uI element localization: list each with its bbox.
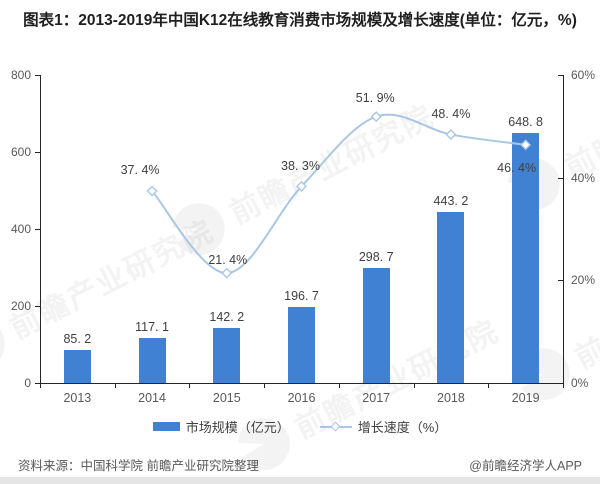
y-axis-tick <box>35 383 40 384</box>
y2-axis-tick-label: 60% <box>571 68 596 82</box>
y2-axis-tick-label: 0% <box>571 376 589 390</box>
y2-axis-tick <box>558 383 563 384</box>
footer: 资料来源：中国科学院 前瞻产业研究院整理 @前瞻经济学人APP <box>0 455 600 474</box>
x-axis-label: 2013 <box>63 391 92 405</box>
x-axis-tick <box>189 384 191 388</box>
bar-value-label: 298. 7 <box>358 250 394 264</box>
bar-value-label: 196. 7 <box>284 289 319 304</box>
bar-2014 <box>138 337 166 383</box>
x-axis-label: 2016 <box>287 391 316 405</box>
y-axis-tick <box>35 306 40 307</box>
line-value-label: 48. 4% <box>431 106 471 121</box>
y-axis-left <box>40 75 41 384</box>
x-axis-label: 2017 <box>362 391 391 405</box>
bar-value-label: 85. 2 <box>63 332 92 347</box>
bar-value-label: 648. 8 <box>508 115 544 130</box>
y-axis-tick-label: 800 <box>10 68 31 82</box>
line-value-label: 21. 4% <box>208 253 248 268</box>
legend-item-market-size: 市场规模（亿元） <box>152 417 290 436</box>
bar-2017 <box>362 268 390 383</box>
bar-value-label: 443. 2 <box>433 194 469 209</box>
bar-value-label: 117. 1 <box>135 319 169 334</box>
growth-line <box>151 113 526 275</box>
y-axis-tick <box>35 229 40 230</box>
credit-text: @前瞻经济学人APP <box>469 459 582 473</box>
line-value-label: 37. 4% <box>120 163 160 177</box>
legend-label: 增长速度（%） <box>357 420 448 435</box>
line-point-marker <box>221 267 233 279</box>
bar-value-label: 142. 2 <box>209 310 245 325</box>
y2-axis-tick <box>558 280 563 282</box>
legend-label: 市场规模（亿元） <box>185 420 290 435</box>
x-axis-tick <box>264 384 266 388</box>
x-axis-tick <box>563 384 564 388</box>
x-axis-label: 2014 <box>138 391 166 405</box>
bar-2019 <box>512 133 540 383</box>
bar-2013 <box>63 350 91 383</box>
x-axis-tick <box>40 384 41 388</box>
line-point-marker <box>445 129 457 141</box>
x-axis-label: 2018 <box>437 391 465 405</box>
line-point-marker <box>520 139 532 151</box>
y-axis-tick <box>35 75 40 76</box>
bar-2018 <box>437 212 465 383</box>
line-point-marker <box>296 180 307 192</box>
x-axis <box>40 383 564 384</box>
y2-axis-tick-label: 20% <box>571 273 596 288</box>
bar-2015 <box>213 328 241 383</box>
y2-axis-tick <box>558 75 563 76</box>
y-axis-tick-label: 600 <box>10 145 31 159</box>
bar-2016 <box>288 307 315 383</box>
y-axis-right <box>563 75 564 384</box>
diamond-marker-icon <box>330 421 341 431</box>
y2-axis-tick-label: 40% <box>571 170 596 185</box>
line-point-marker <box>146 185 158 197</box>
source-text: 资料来源：中国科学院 前瞻产业研究院整理 <box>18 459 259 473</box>
y-axis-tick-label: 400 <box>10 222 31 236</box>
y-axis-tick <box>35 152 40 153</box>
bottom-divider <box>0 477 600 484</box>
legend: 市场规模（亿元） 增长速度（%） <box>0 417 600 436</box>
bar-series-swatch <box>152 422 180 431</box>
x-axis-tick <box>413 384 415 388</box>
line-value-label: 38. 3% <box>281 159 320 174</box>
line-value-label: 46. 4% <box>497 160 537 175</box>
x-axis-tick <box>114 384 116 388</box>
x-axis-tick <box>338 384 340 388</box>
line-series-swatch <box>319 421 352 431</box>
line-value-label: 51. 9% <box>355 90 395 105</box>
x-axis-label: 2015 <box>212 391 241 405</box>
y-axis-tick-label: 0 <box>24 376 31 390</box>
y-axis-tick-label: 200 <box>10 299 31 313</box>
line-point-marker <box>370 111 382 123</box>
x-axis-tick <box>488 384 490 388</box>
x-axis-label: 2019 <box>511 391 540 405</box>
legend-item-growth-rate: 增长速度（%） <box>319 417 448 436</box>
y2-axis-tick <box>558 177 563 179</box>
chart-title: 图表1：2013-2019年中国K12在线教育消费市场规模及增长速度(单位：亿元… <box>23 12 577 29</box>
